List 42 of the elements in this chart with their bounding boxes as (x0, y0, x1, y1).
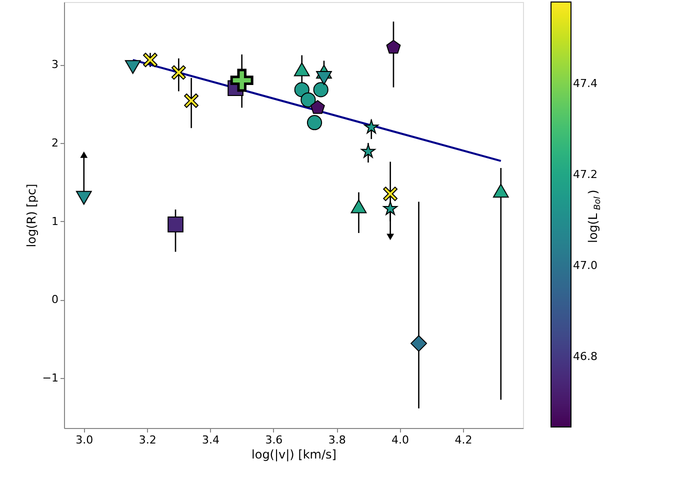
point (294, 62, 310, 76)
y-tick-label: 1 (52, 214, 58, 228)
y-tick-label: 2 (52, 136, 58, 150)
point (350, 199, 367, 214)
point (80, 151, 88, 158)
y-axis-title: log(R) [pc] (24, 184, 38, 248)
color-bar-label: 47.4 (573, 76, 598, 90)
point (300, 92, 316, 108)
point (383, 201, 398, 215)
x-tick-label: 3.8 (328, 434, 346, 446)
point (124, 60, 141, 74)
x-tick-label: 4.2 (454, 434, 472, 446)
color-bar-label: 47.0 (573, 258, 598, 272)
point (306, 115, 322, 130)
point (168, 216, 184, 232)
point (410, 335, 427, 352)
point (310, 100, 325, 114)
y-tick-label: −1 (42, 371, 58, 384)
point (184, 93, 199, 108)
point (364, 120, 379, 134)
point (492, 184, 509, 198)
x-tick-label: 3.2 (138, 434, 156, 446)
point (316, 71, 332, 85)
point (143, 52, 158, 68)
point (360, 144, 376, 158)
x-axis-title: log(|v|) [km/s] (252, 448, 336, 462)
point (386, 234, 394, 240)
x-tick-label: 3.4 (202, 434, 220, 446)
y-tick-label: 0 (52, 293, 58, 306)
x-tick-label: 4.0 (392, 434, 410, 446)
point (76, 190, 92, 205)
point (386, 40, 401, 54)
point (230, 68, 254, 92)
color-bar-title: log(LBol) (586, 190, 603, 243)
y-tick-label: 3 (52, 58, 58, 72)
color-bar-label: 46.8 (573, 350, 598, 363)
point (383, 186, 398, 202)
point (313, 82, 328, 98)
color-bar-label: 47.2 (573, 168, 598, 181)
x-tick-label: 3.6 (265, 434, 283, 446)
x-tick-label: 3.0 (76, 434, 94, 446)
point (171, 65, 186, 80)
